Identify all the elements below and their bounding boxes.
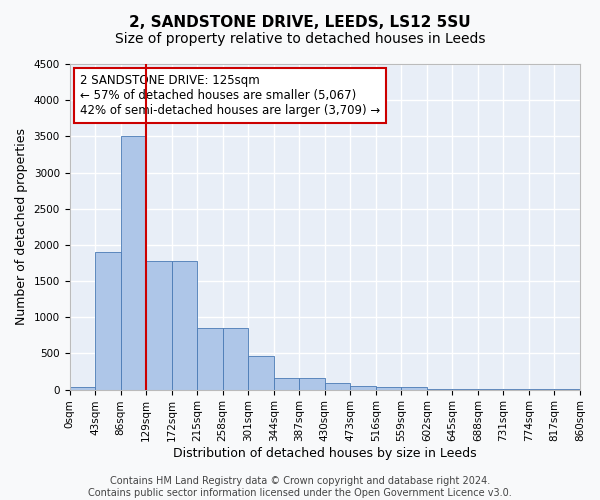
Bar <box>274 378 299 390</box>
Bar <box>248 356 274 390</box>
Bar <box>146 261 172 390</box>
Bar <box>299 378 325 390</box>
Text: Contains HM Land Registry data © Crown copyright and database right 2024.
Contai: Contains HM Land Registry data © Crown c… <box>88 476 512 498</box>
Bar <box>70 386 95 390</box>
Bar <box>121 136 146 390</box>
Text: 2 SANDSTONE DRIVE: 125sqm
← 57% of detached houses are smaller (5,067)
42% of se: 2 SANDSTONE DRIVE: 125sqm ← 57% of detac… <box>80 74 380 117</box>
Bar <box>452 389 478 390</box>
Bar <box>95 252 121 390</box>
Y-axis label: Number of detached properties: Number of detached properties <box>15 128 28 326</box>
Bar <box>325 383 350 390</box>
X-axis label: Distribution of detached houses by size in Leeds: Distribution of detached houses by size … <box>173 447 476 460</box>
Bar <box>197 328 223 390</box>
Bar <box>223 328 248 390</box>
Bar <box>350 386 376 390</box>
Bar <box>401 388 427 390</box>
Bar <box>427 388 452 390</box>
Bar <box>172 261 197 390</box>
Bar <box>376 386 401 390</box>
Bar <box>478 389 503 390</box>
Text: 2, SANDSTONE DRIVE, LEEDS, LS12 5SU: 2, SANDSTONE DRIVE, LEEDS, LS12 5SU <box>129 15 471 30</box>
Text: Size of property relative to detached houses in Leeds: Size of property relative to detached ho… <box>115 32 485 46</box>
